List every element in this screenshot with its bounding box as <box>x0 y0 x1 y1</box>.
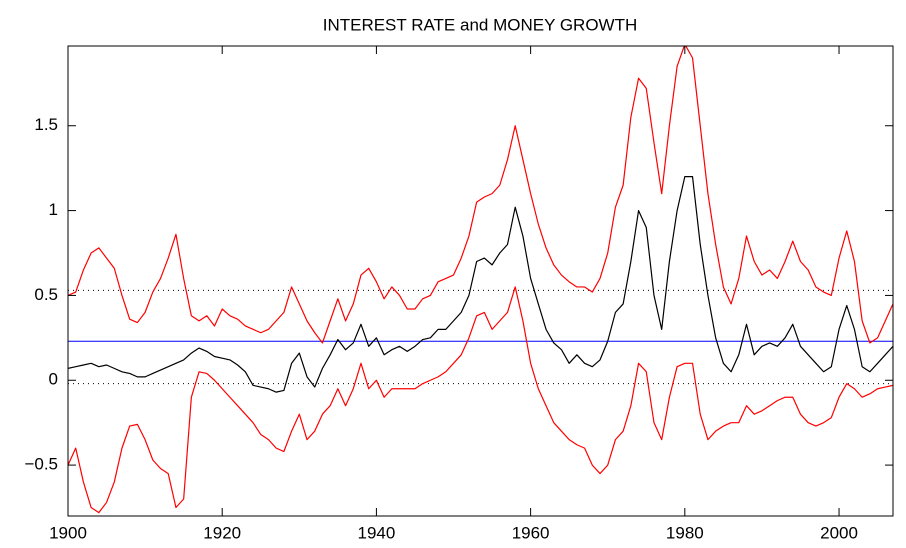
y-tick-label: 0 <box>49 370 58 389</box>
x-tick-label: 1980 <box>666 523 704 542</box>
y-tick-label: 1 <box>49 200 58 219</box>
series-line <box>68 176 893 393</box>
y-tick-label: 0.5 <box>34 285 58 304</box>
x-tick-label: 1920 <box>203 523 241 542</box>
x-tick-label: 1900 <box>49 523 87 542</box>
series-line <box>68 286 893 514</box>
series-line <box>68 46 893 344</box>
axes-box <box>67 45 894 517</box>
chart-title: INTEREST RATE and MONEY GROWTH <box>323 15 638 34</box>
x-tick-label: 2000 <box>820 523 858 542</box>
y-tick-label: 1.5 <box>34 115 58 134</box>
plot-area <box>68 46 893 514</box>
x-tick-label: 1960 <box>512 523 550 542</box>
y-tick-label: −0.5 <box>24 455 58 474</box>
x-tick-label: 1940 <box>357 523 395 542</box>
